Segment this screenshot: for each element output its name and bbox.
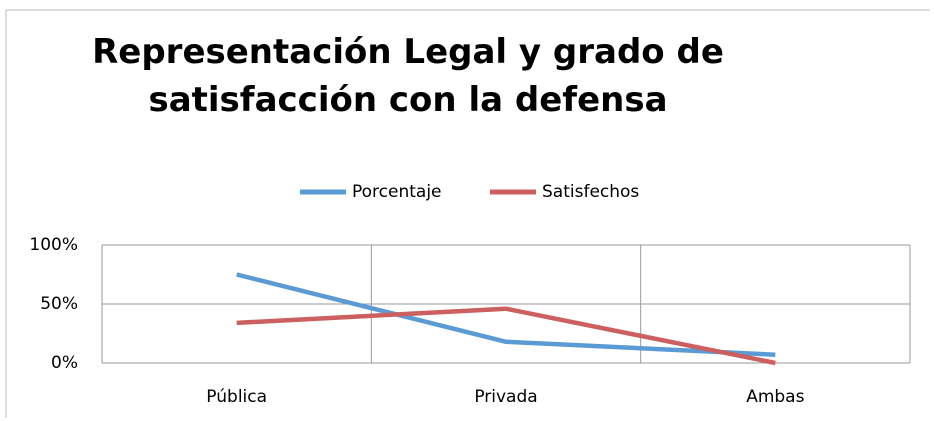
x-tick-label: Privada [474, 387, 537, 407]
x-tick-label: Ambas [746, 387, 804, 407]
series-line [236, 306, 776, 366]
y-tick-label: 100% [29, 235, 78, 255]
legend-label: Satisfechos [542, 182, 639, 202]
x-tick-label: Pública [206, 387, 267, 407]
y-tick-label: 0% [51, 353, 78, 373]
series-line [236, 272, 776, 357]
y-tick-label: 50% [40, 294, 78, 314]
chart-title: Representación Legal y grado de satisfac… [92, 32, 724, 120]
legend-label: Porcentaje [352, 182, 442, 202]
